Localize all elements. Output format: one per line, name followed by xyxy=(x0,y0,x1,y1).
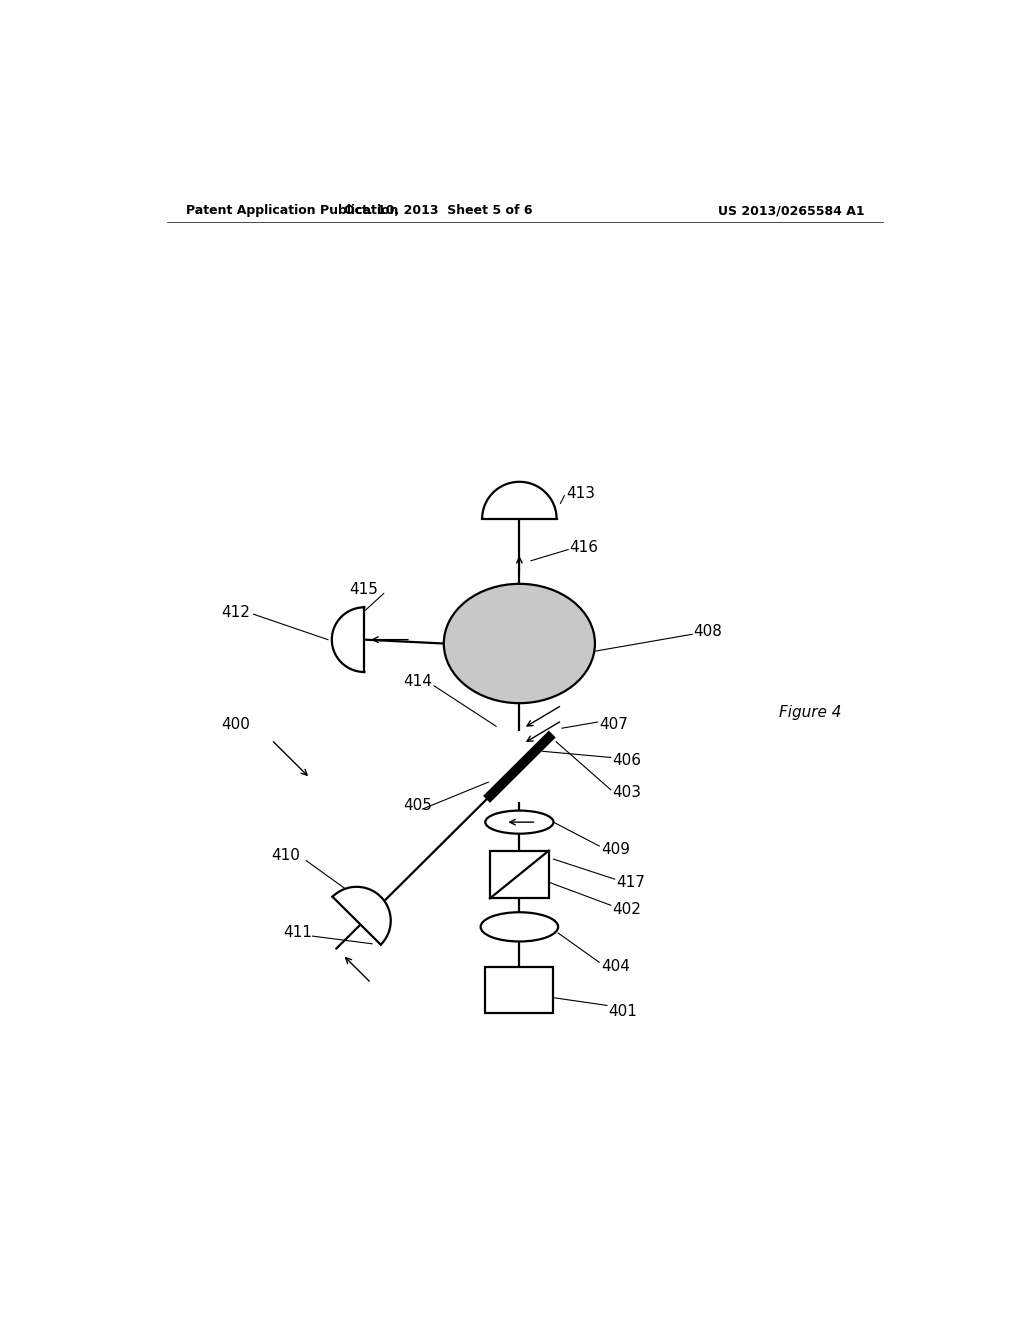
Polygon shape xyxy=(482,482,557,519)
Text: 411: 411 xyxy=(283,925,312,940)
Text: 415: 415 xyxy=(349,582,378,597)
Text: 417: 417 xyxy=(616,875,645,890)
Text: 407: 407 xyxy=(599,717,628,731)
Polygon shape xyxy=(332,607,365,672)
Text: Oct. 10, 2013  Sheet 5 of 6: Oct. 10, 2013 Sheet 5 of 6 xyxy=(344,205,532,218)
Bar xyxy=(489,850,549,899)
Text: Figure 4: Figure 4 xyxy=(779,705,842,721)
Text: 414: 414 xyxy=(403,675,432,689)
Text: US 2013/0265584 A1: US 2013/0265584 A1 xyxy=(718,205,864,218)
Text: 401: 401 xyxy=(608,1005,637,1019)
Text: 406: 406 xyxy=(612,752,641,768)
Text: 412: 412 xyxy=(221,605,250,620)
Ellipse shape xyxy=(485,810,554,834)
Text: 400: 400 xyxy=(221,717,250,731)
Text: 402: 402 xyxy=(612,902,641,916)
Bar xyxy=(485,966,554,1014)
Text: 413: 413 xyxy=(566,486,595,500)
Text: 404: 404 xyxy=(601,960,630,974)
Text: 405: 405 xyxy=(403,797,432,813)
Polygon shape xyxy=(333,887,391,945)
Text: 403: 403 xyxy=(612,784,641,800)
Text: 408: 408 xyxy=(693,624,723,639)
Text: 410: 410 xyxy=(271,847,300,863)
Text: 409: 409 xyxy=(601,842,630,858)
Text: 416: 416 xyxy=(569,540,599,554)
Text: Patent Application Publication: Patent Application Publication xyxy=(186,205,398,218)
Ellipse shape xyxy=(443,583,595,704)
Ellipse shape xyxy=(480,912,558,941)
